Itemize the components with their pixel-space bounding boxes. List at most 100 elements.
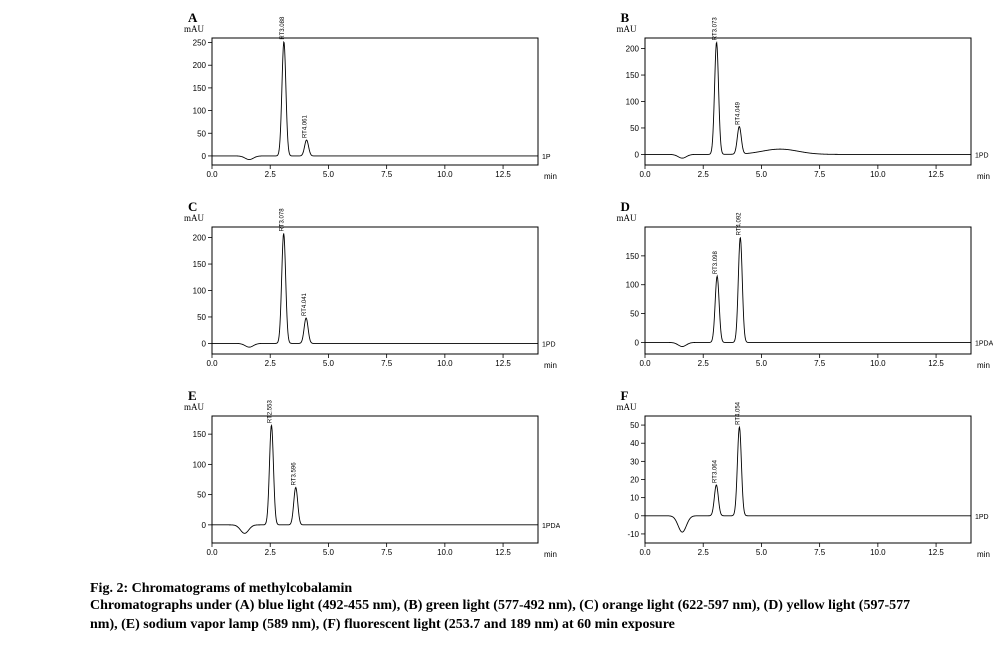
y-axis-unit-label: mAU bbox=[184, 213, 204, 223]
svg-text:RT4.054: RT4.054 bbox=[735, 401, 741, 425]
svg-text:RT3.098: RT3.098 bbox=[713, 251, 719, 275]
svg-text:150: 150 bbox=[193, 84, 207, 93]
svg-text:0: 0 bbox=[202, 521, 207, 530]
svg-text:10.0: 10.0 bbox=[870, 359, 886, 368]
svg-text:5.0: 5.0 bbox=[755, 359, 767, 368]
svg-text:0: 0 bbox=[634, 512, 639, 521]
chromatogram-panel-F: FmAU-10010203040500.02.55.07.510.012.5mi… bbox=[593, 388, 1005, 573]
svg-text:50: 50 bbox=[197, 129, 206, 138]
svg-text:RT4.092: RT4.092 bbox=[736, 212, 742, 236]
svg-text:0: 0 bbox=[634, 338, 639, 347]
svg-text:20: 20 bbox=[630, 476, 639, 485]
svg-text:0: 0 bbox=[634, 150, 639, 159]
svg-text:1PDA Mul: 1PDA Mul bbox=[542, 523, 560, 530]
svg-text:7.5: 7.5 bbox=[814, 548, 826, 557]
svg-text:2.5: 2.5 bbox=[697, 359, 709, 368]
svg-text:5.0: 5.0 bbox=[755, 170, 767, 179]
svg-text:150: 150 bbox=[193, 260, 207, 269]
y-axis-unit-label: mAU bbox=[617, 24, 637, 34]
svg-text:12.5: 12.5 bbox=[495, 359, 511, 368]
svg-text:-10: -10 bbox=[627, 530, 639, 539]
svg-text:2.5: 2.5 bbox=[697, 548, 709, 557]
svg-text:RT3.078: RT3.078 bbox=[280, 208, 286, 232]
svg-text:100: 100 bbox=[193, 460, 207, 469]
svg-text:50: 50 bbox=[197, 491, 206, 500]
svg-text:150: 150 bbox=[625, 71, 639, 80]
svg-text:12.5: 12.5 bbox=[928, 548, 944, 557]
svg-text:200: 200 bbox=[193, 234, 207, 243]
figure-container: AmAU0501001502002500.02.55.07.510.012.5m… bbox=[20, 10, 1005, 635]
caption-title: Fig. 2: Chromatograms of methylcobalamin bbox=[90, 581, 935, 597]
chromatogram-panel-A: AmAU0501001502002500.02.55.07.510.012.5m… bbox=[160, 10, 573, 195]
svg-text:0.0: 0.0 bbox=[206, 170, 218, 179]
svg-text:1PD: 1PD bbox=[975, 514, 989, 521]
svg-text:5.0: 5.0 bbox=[323, 359, 335, 368]
svg-text:250: 250 bbox=[193, 39, 207, 48]
svg-text:min: min bbox=[544, 361, 557, 370]
svg-text:0.0: 0.0 bbox=[206, 548, 218, 557]
svg-text:RT2.553: RT2.553 bbox=[267, 400, 273, 424]
chromatogram-panel-B: BmAU0501001502000.02.55.07.510.012.5min1… bbox=[593, 10, 1005, 195]
svg-text:min: min bbox=[544, 172, 557, 181]
svg-text:RT3.064: RT3.064 bbox=[712, 459, 718, 483]
svg-text:min: min bbox=[977, 361, 990, 370]
svg-text:RT3.596: RT3.596 bbox=[292, 462, 298, 486]
chromatogram-svg: -10010203040500.02.55.07.510.012.5min1PD… bbox=[593, 388, 993, 573]
svg-text:10.0: 10.0 bbox=[437, 548, 453, 557]
svg-text:50: 50 bbox=[197, 313, 206, 322]
svg-text:min: min bbox=[977, 172, 990, 181]
chromatogram-svg: 0501001502000.02.55.07.510.012.5min1PDRT… bbox=[593, 10, 993, 195]
y-axis-unit-label: mAU bbox=[617, 213, 637, 223]
svg-text:10.0: 10.0 bbox=[870, 548, 886, 557]
svg-text:12.5: 12.5 bbox=[495, 548, 511, 557]
y-axis-unit-label: mAU bbox=[184, 402, 204, 412]
svg-text:RT3.073: RT3.073 bbox=[712, 17, 718, 41]
svg-text:10.0: 10.0 bbox=[437, 359, 453, 368]
y-axis-unit-label: mAU bbox=[184, 24, 204, 34]
svg-text:100: 100 bbox=[625, 98, 639, 107]
chromatogram-svg: 0501001500.02.55.07.510.012.5min1PDART3.… bbox=[593, 199, 993, 384]
y-axis-unit-label: mAU bbox=[617, 402, 637, 412]
svg-text:RT3.088: RT3.088 bbox=[280, 16, 286, 40]
svg-text:min: min bbox=[544, 550, 557, 559]
svg-text:30: 30 bbox=[630, 457, 639, 466]
svg-text:7.5: 7.5 bbox=[814, 359, 826, 368]
svg-text:RT4.061: RT4.061 bbox=[303, 114, 309, 138]
svg-text:50: 50 bbox=[630, 124, 639, 133]
svg-text:7.5: 7.5 bbox=[381, 359, 393, 368]
svg-text:2.5: 2.5 bbox=[265, 548, 277, 557]
svg-text:0.0: 0.0 bbox=[639, 359, 651, 368]
svg-text:2.5: 2.5 bbox=[265, 359, 277, 368]
caption-body: Chromatographs under (A) blue light (492… bbox=[90, 597, 935, 635]
chromatogram-svg: 0501001502000.02.55.07.510.012.5min1PDRT… bbox=[160, 199, 560, 384]
svg-text:min: min bbox=[977, 550, 990, 559]
svg-text:7.5: 7.5 bbox=[381, 548, 393, 557]
svg-text:150: 150 bbox=[193, 430, 207, 439]
chromatogram-panel-C: CmAU0501001502000.02.55.07.510.012.5min1… bbox=[160, 199, 573, 384]
svg-text:2.5: 2.5 bbox=[697, 170, 709, 179]
svg-text:150: 150 bbox=[625, 252, 639, 261]
svg-text:0: 0 bbox=[202, 339, 207, 348]
svg-text:50: 50 bbox=[630, 421, 639, 430]
svg-text:100: 100 bbox=[193, 107, 207, 116]
svg-text:7.5: 7.5 bbox=[381, 170, 393, 179]
svg-text:5.0: 5.0 bbox=[323, 170, 335, 179]
svg-text:12.5: 12.5 bbox=[928, 170, 944, 179]
svg-text:1PDA: 1PDA bbox=[975, 340, 993, 347]
svg-text:2.5: 2.5 bbox=[265, 170, 277, 179]
svg-text:100: 100 bbox=[625, 281, 639, 290]
svg-text:200: 200 bbox=[625, 45, 639, 54]
svg-text:0: 0 bbox=[202, 152, 207, 161]
chromatogram-svg: 0501001502002500.02.55.07.510.012.5min1P… bbox=[160, 10, 560, 195]
svg-text:100: 100 bbox=[193, 287, 207, 296]
svg-text:0.0: 0.0 bbox=[639, 548, 651, 557]
svg-text:40: 40 bbox=[630, 439, 639, 448]
figure-caption: Fig. 2: Chromatograms of methylcobalamin… bbox=[20, 581, 1005, 635]
svg-text:12.5: 12.5 bbox=[928, 359, 944, 368]
svg-text:1PD: 1PD bbox=[542, 341, 556, 348]
chromatogram-panel-D: DmAU0501001500.02.55.07.510.012.5min1PDA… bbox=[593, 199, 1005, 384]
chromatogram-svg: 0501001500.02.55.07.510.012.5min1PDA Mul… bbox=[160, 388, 560, 573]
svg-text:0.0: 0.0 bbox=[639, 170, 651, 179]
svg-text:1PD: 1PD bbox=[975, 152, 989, 159]
chromatogram-panel-E: EmAU0501001500.02.55.07.510.012.5min1PDA… bbox=[160, 388, 573, 573]
